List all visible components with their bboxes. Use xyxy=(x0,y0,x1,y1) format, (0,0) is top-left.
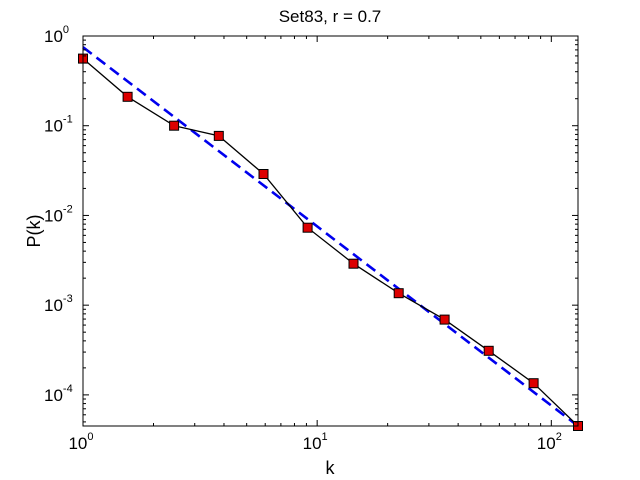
chart-title: Set83, r = 0.7 xyxy=(279,7,382,26)
x-tick-label: 101 xyxy=(303,431,328,453)
y-axis-label: P(k) xyxy=(24,215,44,248)
y-tick-label: 10-4 xyxy=(44,383,73,405)
x-tick-label: 100 xyxy=(68,431,93,453)
data-point xyxy=(483,345,494,356)
data-line xyxy=(82,58,579,427)
y-tick-label: 10-1 xyxy=(44,114,73,136)
plot-area xyxy=(83,36,578,426)
x-axis-label: k xyxy=(326,458,336,478)
axes-box xyxy=(82,35,579,427)
data-point xyxy=(169,120,180,131)
y-tick-label: 10-2 xyxy=(44,203,73,225)
fit-line xyxy=(82,46,579,428)
data-point xyxy=(258,169,269,179)
y-tick-label: 10-3 xyxy=(44,293,73,315)
data-point xyxy=(528,378,539,389)
data-point xyxy=(348,258,359,269)
y-tick-label: 100 xyxy=(44,24,69,46)
data-point xyxy=(122,91,133,102)
data-point xyxy=(302,222,313,233)
axes-layer: 100 101 102 100 10-1 10-2 10-3 10-4 xyxy=(44,24,579,453)
x-tick-label: 102 xyxy=(537,431,562,453)
data-point xyxy=(213,130,224,141)
data-point xyxy=(393,288,404,299)
data-point xyxy=(439,314,450,325)
